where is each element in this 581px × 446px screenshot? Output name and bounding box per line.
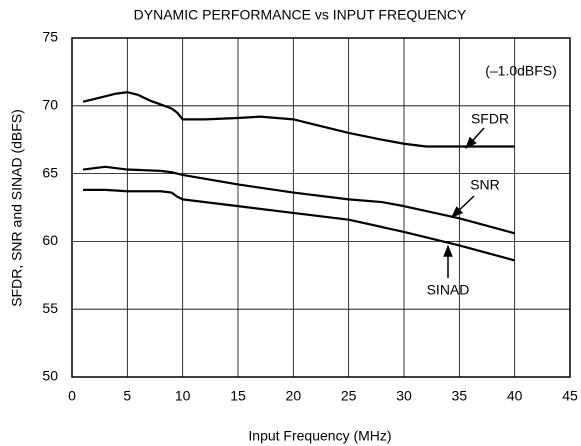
x-tick-label: 25	[341, 388, 357, 404]
series-line	[83, 188, 515, 262]
y-tick-label: 60	[42, 232, 58, 248]
annotation: (–1.0dBFS)	[485, 63, 557, 79]
x-tick-label: 15	[230, 388, 246, 404]
x-tick-label: 10	[175, 388, 191, 404]
label-arrow	[451, 195, 475, 218]
y-axis-label: SFDR, SNR and SINAD (dBFS)	[9, 109, 25, 307]
series-label: SINAD	[427, 282, 470, 298]
x-tick-label: 35	[452, 388, 468, 404]
x-tick-label: 0	[68, 388, 76, 404]
series-label: SNR	[470, 177, 500, 193]
series-line	[82, 165, 515, 235]
chart-title: DYNAMIC PERFORMANCE vs INPUT FREQUENCY	[134, 7, 467, 23]
x-tick-label: 20	[286, 388, 302, 404]
x-tick-label: 40	[507, 388, 523, 404]
series-line	[82, 91, 515, 148]
y-tick-label: 65	[42, 164, 58, 180]
x-tick-label: 5	[123, 388, 131, 404]
label-arrow	[465, 127, 485, 149]
y-tick-label: 55	[42, 300, 58, 316]
x-tick-label: 30	[396, 388, 412, 404]
plot-frame	[71, 37, 571, 378]
y-tick-label: 50	[42, 368, 58, 384]
series-label: SFDR	[471, 111, 509, 127]
x-axis-label: Input Frequency (MHz)	[248, 428, 391, 444]
y-tick-label: 75	[42, 29, 58, 45]
x-tick-label: 45	[562, 388, 578, 404]
y-tick-label: 70	[42, 97, 58, 113]
